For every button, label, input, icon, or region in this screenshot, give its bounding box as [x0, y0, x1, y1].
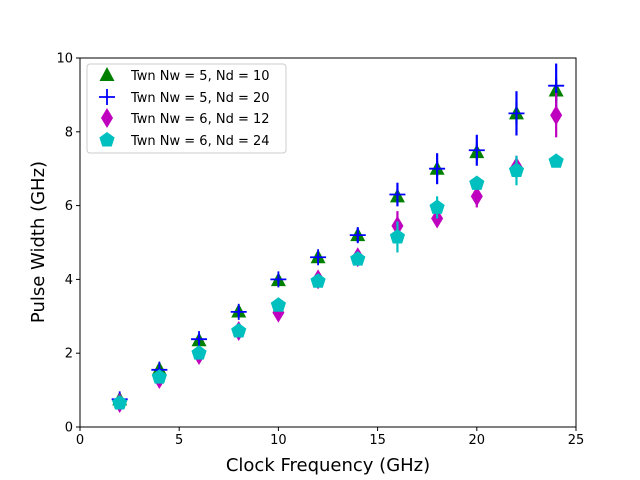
legend-marker-pentagon: [99, 132, 115, 147]
data-point: [550, 105, 563, 126]
legend: Twn Nw = 5, Nd = 10 Twn Nw = 5, Nd = 20 …: [86, 63, 287, 154]
legend-item: Twn Nw = 6, Nd = 12: [101, 108, 270, 128]
data-point: [429, 199, 445, 214]
x-tick-label: 0: [76, 433, 84, 448]
data-point: [310, 249, 327, 266]
data-point: [349, 227, 366, 244]
y-tick-label: 2: [65, 347, 73, 362]
x-tick-label: 20: [469, 433, 486, 448]
data-point: [389, 186, 406, 203]
legend-item: Twn Nw = 5, Nd = 10: [99, 67, 270, 84]
data-point: [548, 153, 564, 168]
data-point: [389, 228, 406, 244]
x-tick-label: 25: [568, 433, 585, 448]
data-point: [191, 345, 207, 360]
data-point: [231, 323, 247, 338]
data-point: [468, 142, 485, 159]
legend-label: Twn Nw = 5, Nd = 10: [130, 69, 270, 84]
data-point: [469, 175, 485, 190]
y-axis-ticks: 0 2 4 6 8 10: [56, 52, 80, 436]
data-point: [151, 369, 167, 384]
y-tick-label: 6: [65, 199, 73, 214]
legend-item: Twn Nw = 6, Nd = 24: [99, 132, 270, 149]
x-axis-ticks: 0 5 10 15 20 25: [76, 427, 584, 448]
legend-label: Twn Nw = 6, Nd = 12: [130, 112, 270, 127]
legend-marker-shape: [101, 108, 113, 128]
legend-marker-shape: [99, 67, 115, 81]
x-tick-label: 15: [369, 433, 386, 448]
data-point: [230, 303, 247, 320]
series-pentagon: [112, 153, 564, 410]
data-point: [112, 395, 128, 410]
legend-item: Twn Nw = 5, Nd = 20: [99, 89, 270, 106]
legend-marker-diamond: [101, 108, 113, 128]
legend-marker-shape: [99, 89, 115, 105]
x-tick-label: 10: [270, 433, 287, 448]
y-tick-label: 8: [65, 125, 73, 140]
data-point: [350, 251, 366, 266]
legend-marker-shape: [99, 132, 115, 147]
plot-area: [111, 63, 565, 414]
data-point: [270, 297, 287, 312]
legend-marker-triangle: [99, 67, 115, 81]
legend-label: Twn Nw = 5, Nd = 20: [130, 91, 270, 106]
legend-label: Twn Nw = 6, Nd = 24: [130, 134, 270, 149]
x-axis-label: Clock Frequency (GHz): [226, 455, 430, 476]
legend-frame: [86, 63, 287, 154]
data-point: [508, 105, 525, 122]
data-point: [191, 331, 208, 348]
y-tick-label: 0: [65, 421, 73, 436]
data-point: [548, 77, 565, 94]
y-axis-label: Pulse Width (GHz): [28, 161, 49, 323]
legend-marker-plus: [99, 89, 115, 105]
y-tick-label: 4: [65, 273, 73, 288]
data-point: [270, 271, 287, 288]
axes-frame: [79, 57, 577, 428]
data-point: [508, 162, 525, 178]
x-tick-label: 5: [175, 433, 183, 448]
data-point: [429, 160, 446, 177]
data-point: [310, 273, 326, 288]
y-tick-label: 10: [56, 52, 73, 67]
data-point: [470, 186, 483, 207]
